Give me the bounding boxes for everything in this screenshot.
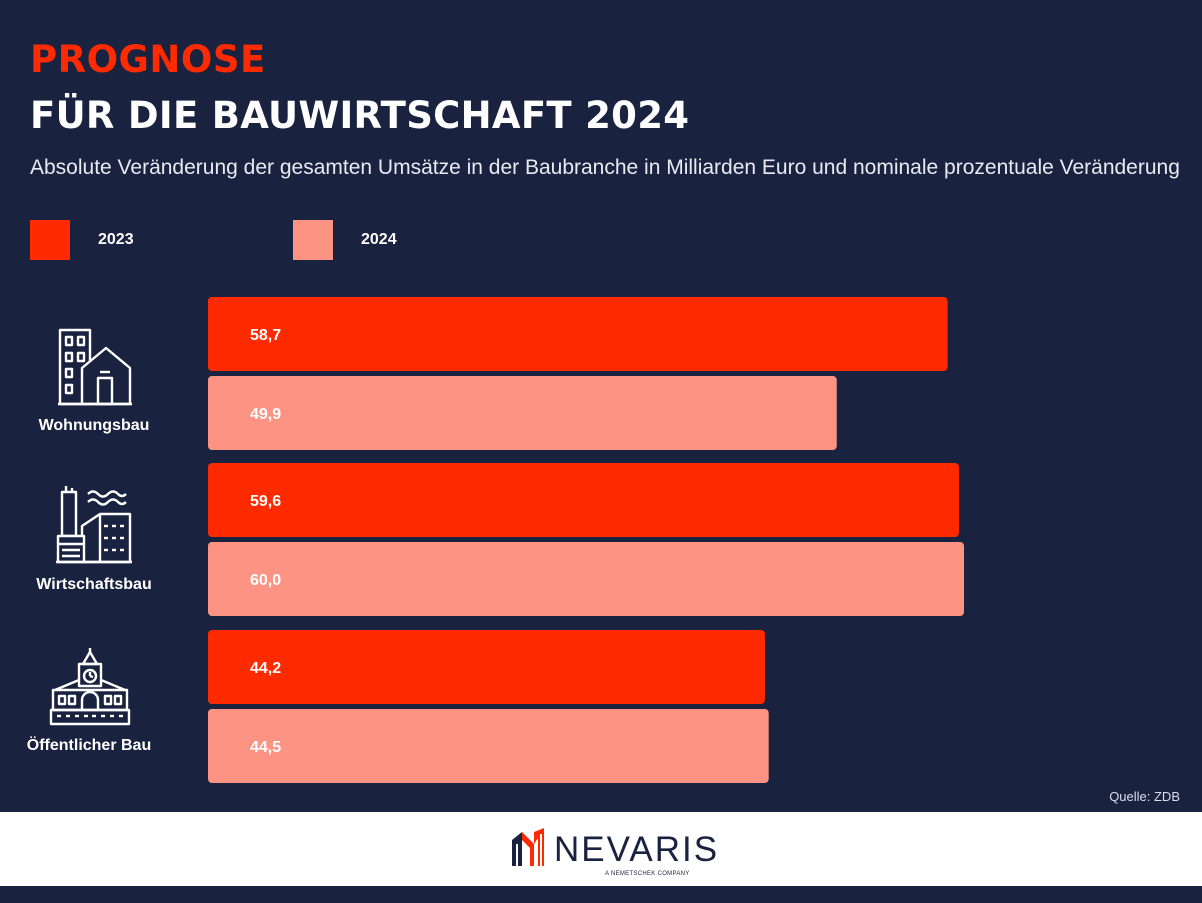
bar-value-label: 58,7 xyxy=(250,327,281,344)
industrial-building-icon xyxy=(56,486,132,564)
legend-label-2023: 2023 xyxy=(98,231,134,248)
bar-2023-1 xyxy=(208,463,959,537)
page-title: FÜR DIE BAUWIRTSCHAFT 2024 xyxy=(30,94,690,137)
bar-value-label: 44,2 xyxy=(250,660,281,677)
bar-2023-0 xyxy=(208,297,948,371)
public-building-icon xyxy=(49,648,131,726)
bar-2024-1 xyxy=(208,542,964,616)
bar-2023-2 xyxy=(208,630,765,704)
legend-swatch-2023 xyxy=(30,220,70,260)
logo-subtext: A NEMETSCHEK COMPANY xyxy=(605,871,690,877)
bottom-strip xyxy=(0,886,1202,903)
bar-value-label: 49,9 xyxy=(250,406,281,423)
category-label-wohnungsbau: Wohnungsbau xyxy=(38,417,150,434)
bar-value-label: 44,5 xyxy=(250,739,281,756)
title-highlight: PROGNOSE xyxy=(30,38,266,81)
bar-chart: 58,7 49,9 59,6 60,0 44,2 44,5 xyxy=(208,297,964,783)
bar-value-label: 59,6 xyxy=(250,493,281,510)
logo-wordmark: NEVARIS xyxy=(554,830,720,869)
residential-building-icon xyxy=(58,328,132,406)
chart-subtitle: Absolute Veränderung der gesamten Umsätz… xyxy=(30,156,1180,179)
footer: NEVARIS A NEMETSCHEK COMPANY xyxy=(0,812,1202,886)
category-label-oeffentlicher-bau: Öffentlicher Bau xyxy=(26,737,152,754)
bar-2024-2 xyxy=(208,709,769,783)
nevaris-logo: NEVARIS A NEMETSCHEK COMPANY xyxy=(510,824,717,877)
category-label-wirtschaftsbau: Wirtschaftsbau xyxy=(36,576,152,593)
nevaris-logo-mark-icon xyxy=(512,828,544,866)
source-note: Quelle: ZDB xyxy=(1109,789,1180,804)
bar-2024-0 xyxy=(208,376,837,450)
legend-label-2024: 2024 xyxy=(361,231,397,248)
bar-value-label: 60,0 xyxy=(250,572,281,589)
legend-swatch-2024 xyxy=(293,220,333,260)
